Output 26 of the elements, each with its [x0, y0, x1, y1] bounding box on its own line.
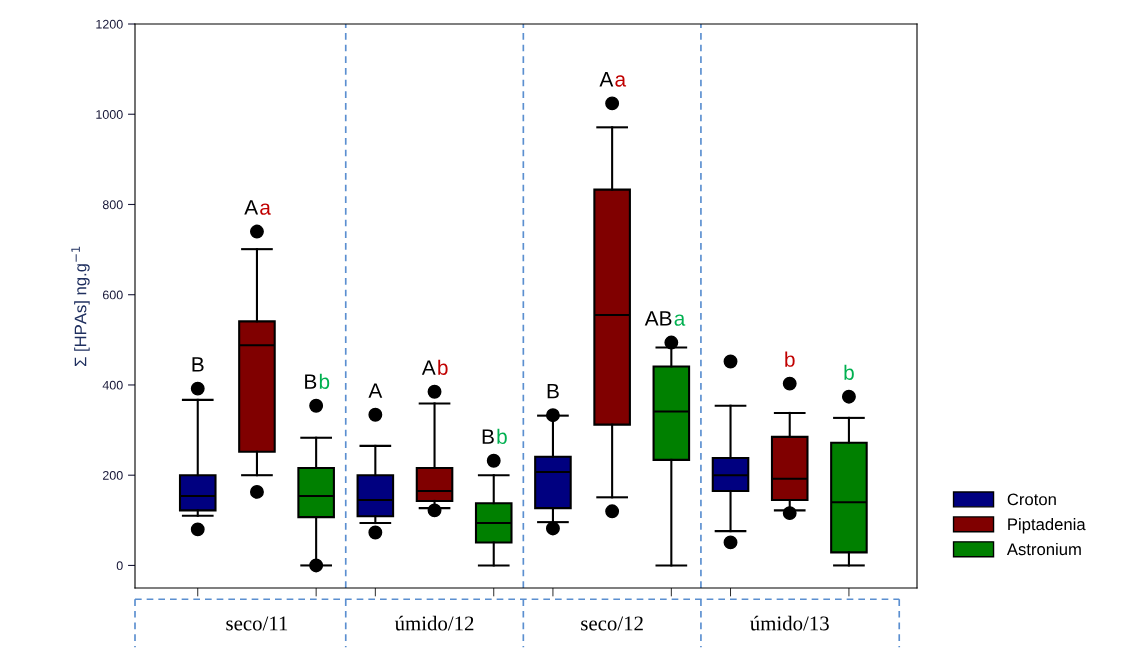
y-tick-label: 1000 — [96, 110, 123, 119]
y-tick-label: 1200 — [96, 19, 123, 29]
y-tick-label: 800 — [102, 200, 123, 210]
annotation: b — [785, 351, 795, 367]
annotation: b — [844, 364, 854, 380]
legend-label: Piptadenia — [1008, 517, 1086, 534]
annotation: Bb — [482, 428, 507, 445]
x-tick-label: seco/11 — [226, 616, 288, 631]
annotation: B — [547, 383, 559, 399]
y-axis-title: Σ [HPAs] ng.g$^{−1}$ — [71, 246, 90, 367]
y-tick-label: 600 — [102, 290, 123, 300]
annotation: Aa — [599, 72, 627, 87]
x-tick-label: úmido/12 — [394, 615, 474, 631]
x-tick-label: úmido/13 — [750, 615, 829, 631]
annotation: ABa — [644, 311, 686, 326]
y-tick-label: 0 — [116, 561, 123, 571]
annotation: B — [192, 357, 204, 372]
x-tick-label: seco/12 — [581, 616, 643, 631]
annotation: Ab — [421, 359, 448, 375]
y-tick-label: 200 — [102, 471, 123, 480]
annotation: Bb — [305, 373, 330, 389]
annotation: A — [368, 383, 383, 398]
legend-label: Astronium — [1006, 542, 1081, 556]
annotation: Aa — [244, 200, 271, 215]
legend-label: Croton — [1007, 493, 1056, 506]
y-tick-label: 400 — [102, 380, 123, 390]
